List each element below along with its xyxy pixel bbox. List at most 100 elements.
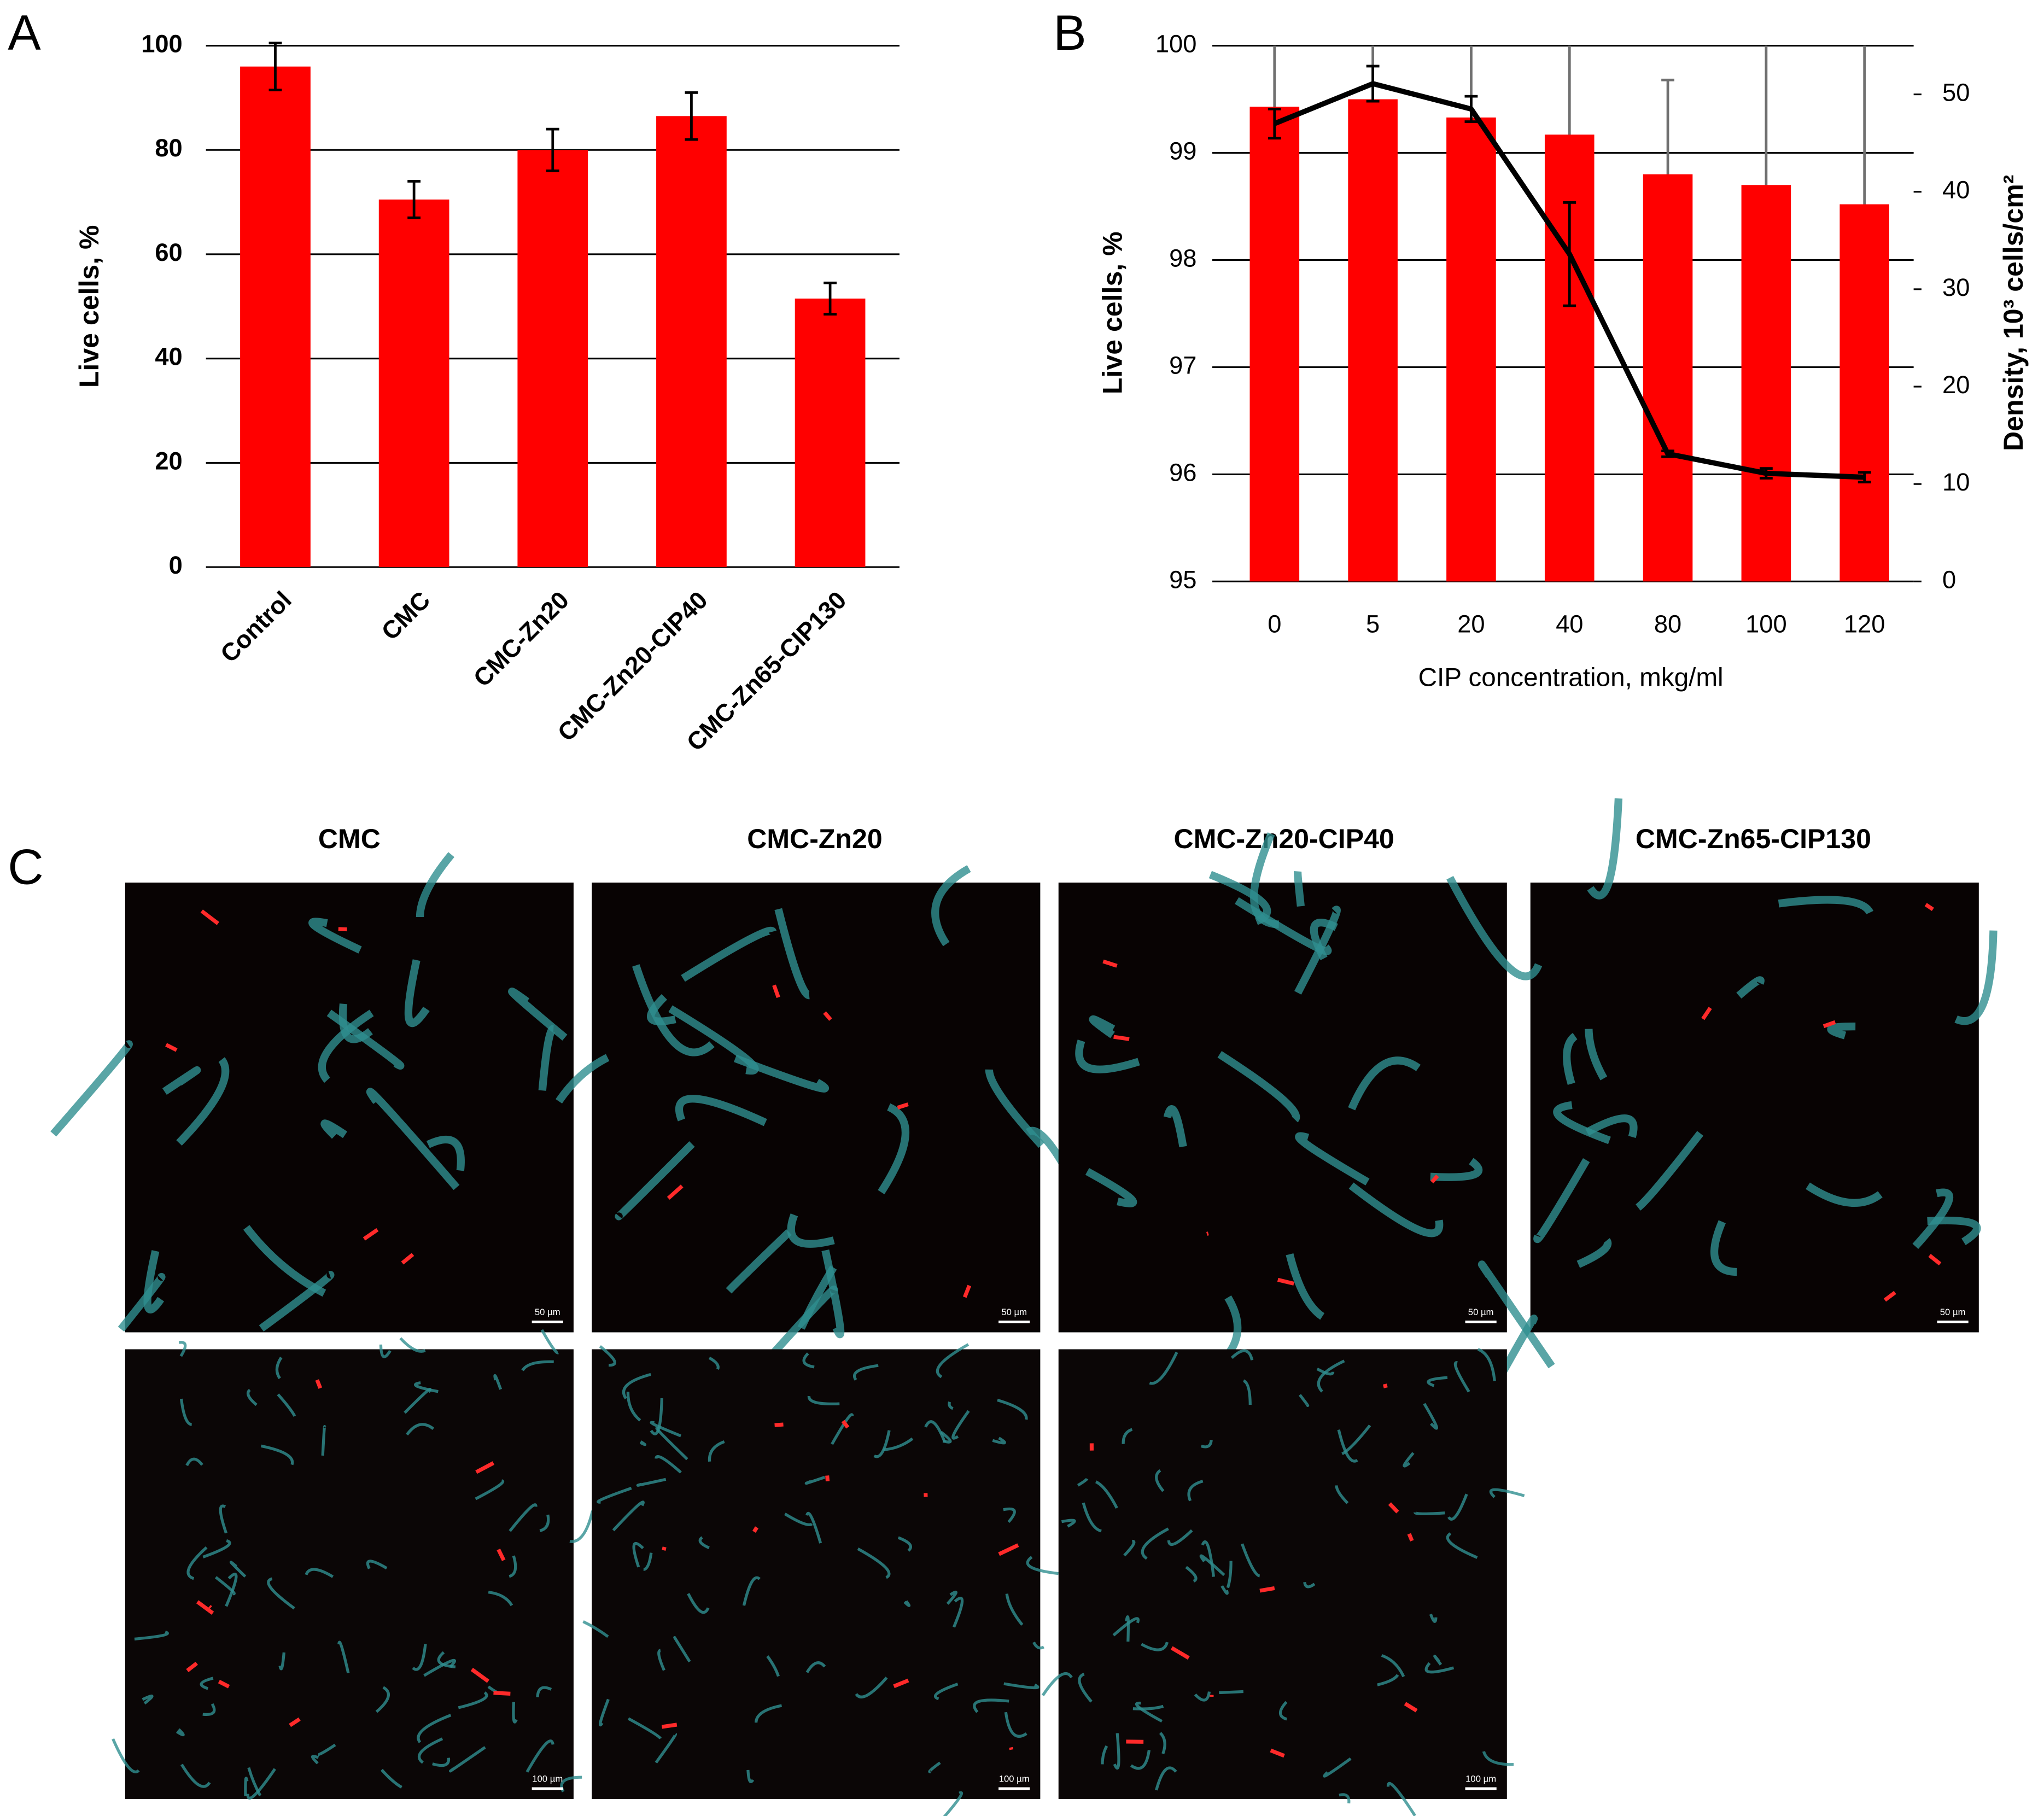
scaffold-fiber xyxy=(416,852,454,918)
scaffold-fiber xyxy=(1226,1561,1233,1589)
scaffold-fiber xyxy=(1061,1519,1076,1528)
cell xyxy=(1701,1007,1712,1020)
y-axis-label: Live cells, % xyxy=(74,225,104,388)
scaffold-fiber xyxy=(1912,1188,1954,1249)
scaffold-fiber xyxy=(973,1698,1009,1713)
x-tick-label: 80 xyxy=(1654,610,1681,638)
scaffold-fiber xyxy=(318,1009,374,1083)
cell xyxy=(1277,1277,1294,1286)
scaffold-fiber xyxy=(162,1066,201,1095)
scaffold-fiber xyxy=(417,1737,443,1764)
cell xyxy=(196,1600,214,1615)
bar xyxy=(1839,204,1889,582)
scaffold-fiber xyxy=(804,1475,826,1485)
scaffold-fiber xyxy=(278,1652,285,1671)
scaffold-fiber xyxy=(928,1761,941,1773)
y-axis-label: Live cells, % xyxy=(1097,231,1128,394)
scale-bar xyxy=(998,1321,1030,1323)
scaffold-fiber xyxy=(698,1536,710,1550)
scaffold-fiber xyxy=(176,1728,185,1737)
scaffold-fiber xyxy=(673,1636,691,1663)
cell xyxy=(752,1526,759,1533)
scaffold-fiber xyxy=(525,1739,554,1773)
scaffold-fiber xyxy=(1736,976,1765,999)
cell xyxy=(363,1228,379,1241)
scaffold-fiber xyxy=(802,1352,815,1369)
y-tick-label: 96 xyxy=(1169,458,1196,486)
scaffold-fiber xyxy=(337,1640,350,1673)
scaffold-fiber xyxy=(475,1479,504,1500)
scaffold-fiber xyxy=(1199,1554,1225,1576)
scaffold-fiber xyxy=(1085,1167,1137,1207)
scaffold-fiber xyxy=(308,918,362,954)
scaffold-fiber xyxy=(612,1500,645,1532)
scaffold-fiber xyxy=(1286,1253,1325,1320)
scaffold-fiber xyxy=(650,1421,682,1438)
scaffold-fiber xyxy=(1414,1511,1445,1516)
scaffold-fiber xyxy=(536,1686,552,1697)
scaffold-fiber xyxy=(951,1410,970,1440)
scaffold-fiber xyxy=(458,1691,488,1709)
scaffold-fiber xyxy=(247,1767,262,1797)
scaffold-fiber xyxy=(1339,1793,1351,1803)
scaffold-fiber xyxy=(992,1437,1006,1445)
cell xyxy=(1823,1020,1836,1029)
x-tick-label: Control xyxy=(215,586,297,668)
scaffold-fiber xyxy=(437,1651,456,1668)
cell xyxy=(1928,1254,1942,1266)
scaffold-fiber xyxy=(655,1427,688,1461)
scaffold-fiber xyxy=(599,1345,616,1367)
y-tick-label: 99 xyxy=(1169,137,1196,165)
y2-tick-label: 0 xyxy=(1942,565,1956,593)
cell xyxy=(475,1461,495,1474)
scaffold-fiber xyxy=(539,1514,550,1532)
scaffold-fiber xyxy=(509,1555,517,1578)
scaffold-fiber xyxy=(449,1746,486,1773)
cell xyxy=(962,1284,972,1298)
scaffold-fiber xyxy=(852,1364,879,1381)
scaffold-fiber xyxy=(632,964,715,1056)
x-tick-label: 5 xyxy=(1366,610,1380,638)
scaffold-fiber xyxy=(185,1457,203,1467)
scaffold-fiber xyxy=(50,1040,133,1137)
panel-label: B xyxy=(1053,5,1086,61)
scaffold-fiber xyxy=(1200,1440,1213,1449)
scaffold-fiber xyxy=(381,1768,402,1789)
scaffold-fiber xyxy=(512,1702,518,1724)
scaffold-fiber xyxy=(1278,1701,1288,1721)
scaffold-fiber xyxy=(1954,930,1998,1025)
scaffold-fiber xyxy=(1778,896,1874,915)
cell xyxy=(1383,1383,1388,1388)
scaffold-fiber xyxy=(260,1444,294,1465)
micrograph: 50 µm xyxy=(50,852,574,1333)
scaffold-fiber xyxy=(493,1374,503,1390)
cell xyxy=(1883,1291,1896,1302)
scaffold-fiber xyxy=(202,1539,231,1558)
scaffold-fiber xyxy=(1125,1615,1130,1642)
cell xyxy=(998,1543,1019,1556)
cell xyxy=(893,1678,909,1689)
scaffold-fiber xyxy=(1089,1015,1116,1038)
scaffold-fiber xyxy=(180,1764,211,1788)
scaffold-fiber xyxy=(1806,1182,1883,1207)
x-tick-label: CMC-Zn20-CIP40 xyxy=(552,586,713,746)
scaffold-fiber xyxy=(179,1398,192,1426)
scaffold-fiber xyxy=(726,1229,792,1294)
scaffold-fiber xyxy=(1323,1757,1352,1778)
y2-tick-label: 10 xyxy=(1942,468,1970,496)
scaffold-fiber xyxy=(521,1360,554,1371)
cell xyxy=(208,1605,212,1609)
bar xyxy=(378,199,449,568)
scaffold-fiber xyxy=(317,1743,336,1756)
micrograph-bg xyxy=(592,1349,1041,1799)
scaffold-fiber xyxy=(178,1341,187,1357)
cell xyxy=(497,1548,506,1561)
bar xyxy=(1249,107,1300,582)
scaffold-fiber xyxy=(200,1677,214,1690)
scaffold-fiber xyxy=(1032,1642,1045,1650)
cell xyxy=(1407,1533,1414,1542)
scaffold-fiber xyxy=(1230,1349,1254,1361)
scaffold-fiber xyxy=(1112,1617,1140,1637)
scaffold-fiber xyxy=(797,1265,837,1330)
cell xyxy=(667,1184,684,1200)
